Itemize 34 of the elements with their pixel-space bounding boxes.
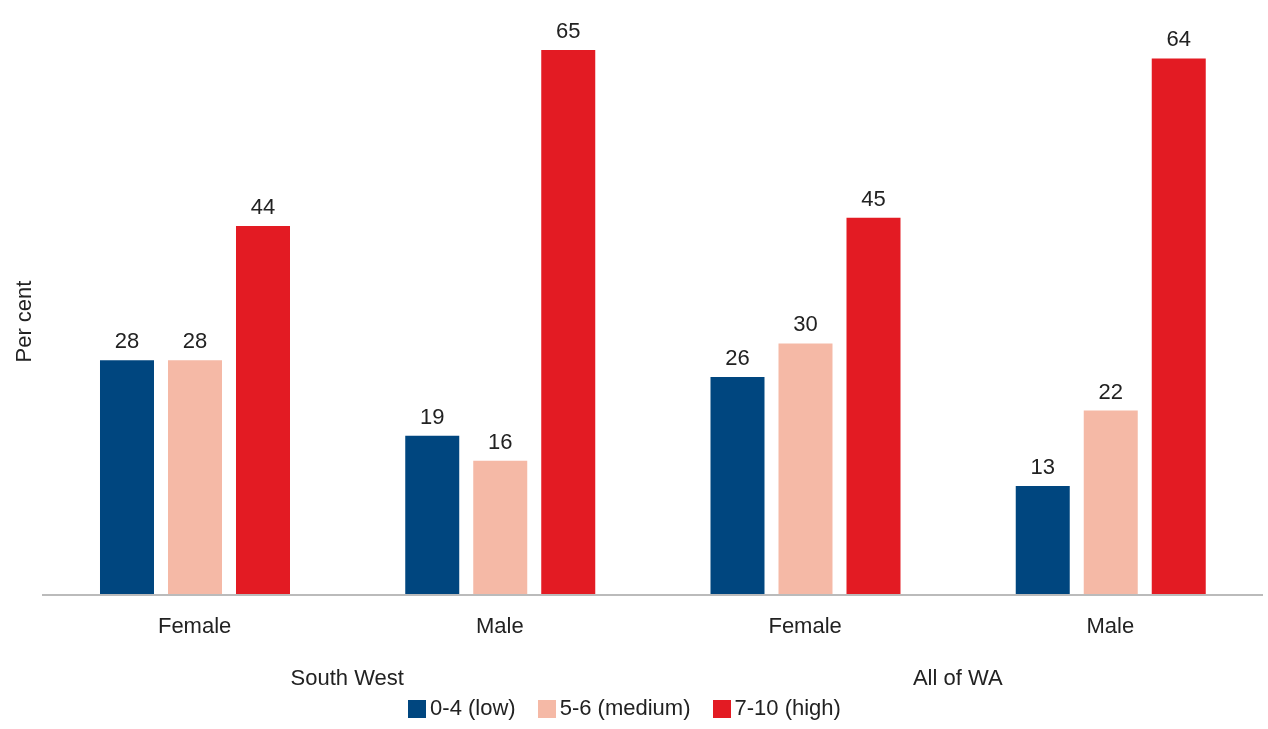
bar bbox=[710, 377, 765, 595]
x-tick-label: Female bbox=[768, 613, 842, 638]
data-label: 16 bbox=[488, 428, 513, 454]
bar bbox=[846, 217, 901, 595]
legend-label: 0-4 (low) bbox=[430, 695, 516, 720]
bar bbox=[778, 343, 833, 595]
data-label: 26 bbox=[725, 345, 750, 370]
bar bbox=[1083, 410, 1138, 595]
data-label: 44 bbox=[250, 194, 276, 220]
bar bbox=[100, 360, 154, 595]
data-label: 19 bbox=[420, 403, 445, 429]
y-axis-title: Per cent bbox=[10, 280, 36, 363]
x-tick-label: Female bbox=[157, 613, 232, 638]
bar bbox=[1015, 486, 1070, 595]
bar bbox=[168, 360, 222, 595]
data-label: 13 bbox=[1030, 454, 1055, 479]
data-label: 45 bbox=[861, 185, 886, 211]
data-label: 64 bbox=[1166, 26, 1191, 52]
data-label: 65 bbox=[556, 18, 581, 43]
x-tick-label: Male bbox=[1086, 613, 1135, 638]
bar bbox=[541, 50, 596, 595]
bar bbox=[236, 226, 290, 595]
text: All of WA bbox=[912, 665, 1003, 690]
bar bbox=[405, 435, 460, 595]
x-tick-label: Male bbox=[476, 613, 524, 638]
text: South West bbox=[290, 665, 404, 690]
legend-label: 5-6 (medium) bbox=[559, 695, 691, 720]
data-label: 28 bbox=[182, 328, 208, 354]
bar bbox=[473, 460, 528, 595]
data-label: 30 bbox=[793, 311, 818, 337]
legend-label: 7-10 (high) bbox=[734, 695, 841, 720]
data-label: 28 bbox=[114, 328, 140, 354]
bar bbox=[1151, 58, 1206, 595]
data-label: 22 bbox=[1098, 378, 1123, 404]
